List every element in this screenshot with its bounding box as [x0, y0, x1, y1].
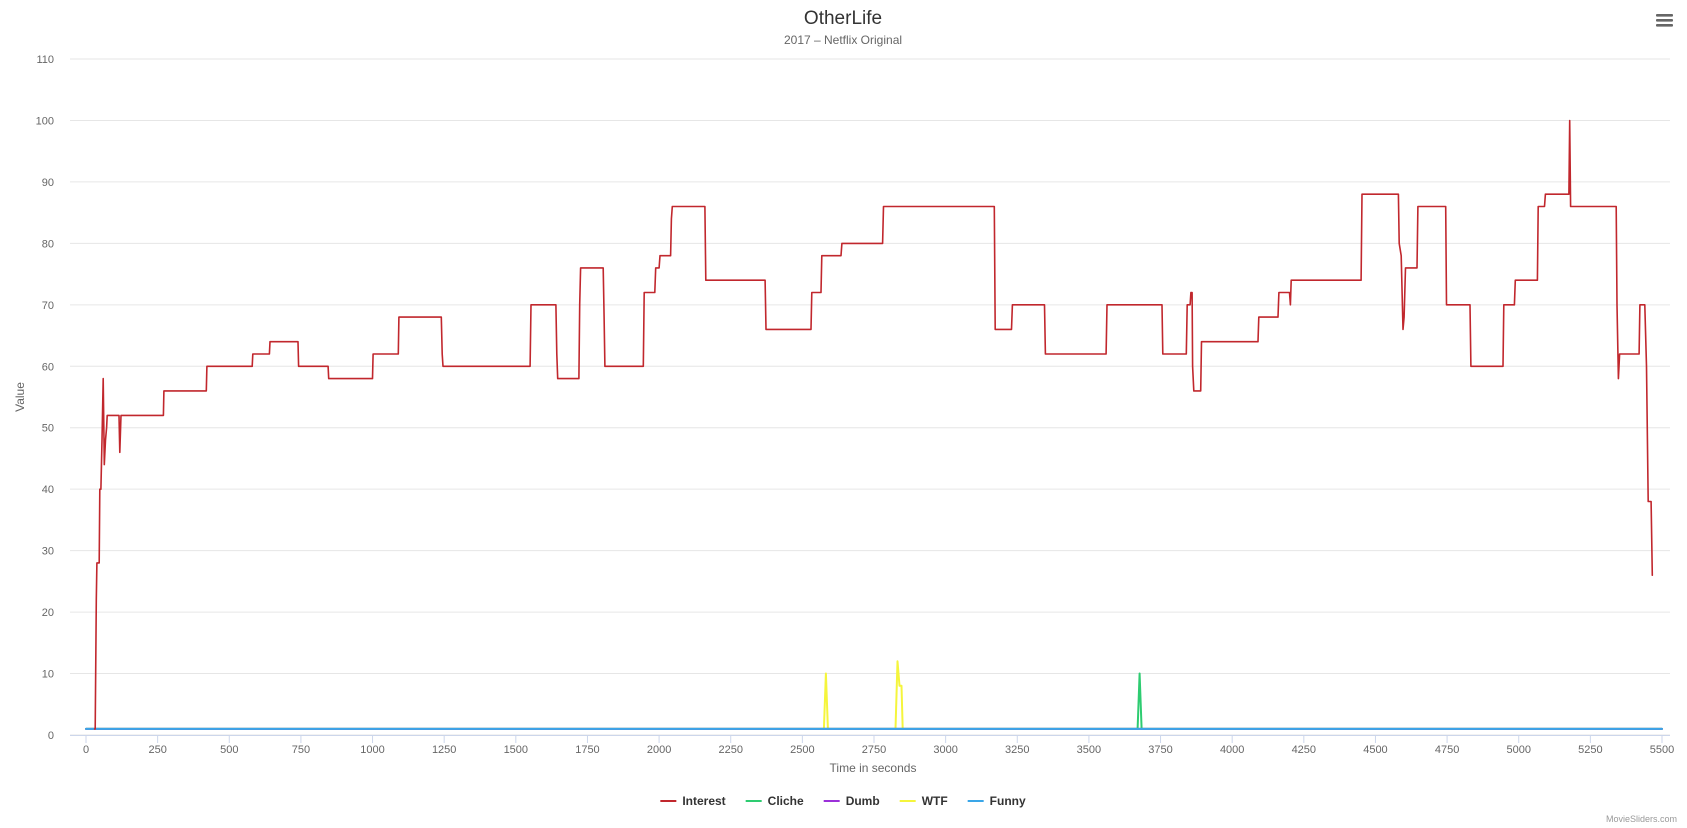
y-tick-label: 110	[36, 54, 54, 66]
series-lines	[85, 119, 1663, 730]
x-tick-label: 2000	[647, 744, 671, 756]
y-tick-label: 10	[42, 669, 54, 681]
legend-label: Dumb	[846, 794, 880, 808]
x-tick-label: 2500	[790, 744, 814, 756]
hamburger-menu-icon	[1656, 14, 1673, 27]
legend-label: WTF	[922, 794, 948, 808]
y-tick-label: 80	[42, 238, 54, 250]
x-tick-label: 4000	[1220, 744, 1244, 756]
y-tick-label: 70	[42, 300, 54, 312]
x-tick-label: 1250	[432, 744, 456, 756]
x-tick-label: 3500	[1077, 744, 1101, 756]
x-axis: 0 250 500 750 1000 1250 1500 1750 2000 2250 2500 27…	[70, 735, 1674, 756]
y-tick-label: 0	[48, 730, 54, 742]
x-tick-label: 5250	[1578, 744, 1602, 756]
grid-lines	[70, 58, 1670, 736]
y-tick-label: 90	[42, 177, 54, 189]
legend-item-interest[interactable]: Interest	[660, 794, 726, 808]
chart-menu-button[interactable]	[1652, 10, 1676, 32]
x-tick-label: 3000	[933, 744, 957, 756]
x-tick-label: 1000	[360, 744, 384, 756]
y-axis-ticks: 0 10 20 30 40 50 60 70 80 90 100 110	[36, 54, 54, 742]
legend-item-cliche[interactable]: Cliche	[745, 794, 804, 808]
x-tick-label: 4250	[1292, 744, 1316, 756]
x-tick-label: 3750	[1148, 744, 1172, 756]
credits-link[interactable]: MovieSliders.com	[1606, 814, 1677, 824]
legend: Interest Cliche Dumb WTF Funny	[660, 794, 1026, 808]
x-tick-label: 1750	[575, 744, 599, 756]
y-tick-label: 50	[42, 423, 54, 435]
legend-item-funny[interactable]: Funny	[967, 794, 1026, 808]
series-line-cliche[interactable]	[85, 672, 1663, 730]
legend-label: Cliche	[768, 794, 804, 808]
y-tick-label: 100	[36, 115, 54, 127]
x-tick-label: 250	[148, 744, 166, 756]
y-tick-label: 20	[42, 607, 54, 619]
y-axis-title: Value	[13, 382, 27, 412]
chart-subtitle: 2017 – Netflix Original	[784, 33, 902, 47]
y-tick-label: 40	[42, 484, 54, 496]
legend-label: Funny	[990, 794, 1026, 808]
x-tick-label: 2750	[862, 744, 886, 756]
series-line-wtf[interactable]	[85, 660, 1663, 730]
x-tick-label: 5500	[1650, 744, 1674, 756]
chart-title: OtherLife	[804, 8, 882, 29]
legend-label: Interest	[682, 794, 725, 808]
x-tick-label: 4500	[1363, 744, 1387, 756]
x-tick-label: 4750	[1435, 744, 1459, 756]
x-tick-label: 1500	[504, 744, 528, 756]
x-axis-title: Time in seconds	[830, 761, 917, 775]
x-tick-label: 2250	[718, 744, 742, 756]
y-tick-label: 30	[42, 546, 54, 558]
x-tick-label: 0	[83, 744, 89, 756]
y-tick-label: 60	[42, 361, 54, 373]
x-tick-label: 3250	[1005, 744, 1029, 756]
legend-item-dumb[interactable]: Dumb	[823, 794, 880, 808]
x-tick-label: 750	[292, 744, 310, 756]
legend-item-wtf[interactable]: WTF	[899, 794, 948, 808]
x-tick-label: 5000	[1506, 744, 1530, 756]
x-tick-label: 500	[220, 744, 238, 756]
series-line-interest[interactable]	[93, 119, 1654, 730]
